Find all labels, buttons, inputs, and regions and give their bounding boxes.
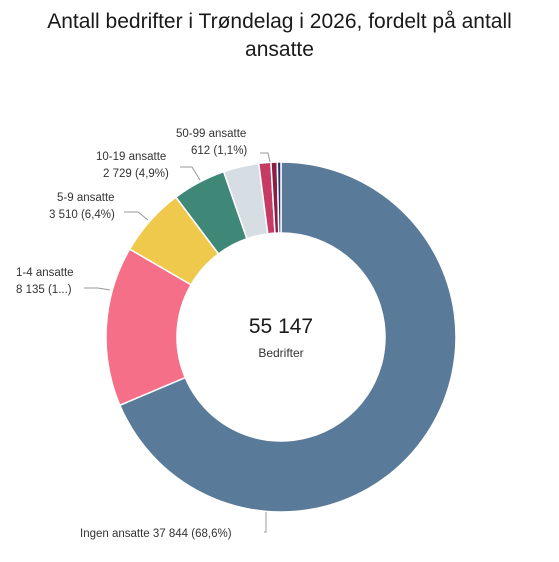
leader-line-10-19 xyxy=(180,166,201,181)
label-50-99-name: 50-99 ansatte xyxy=(176,128,246,140)
leader-line-5-9 xyxy=(124,211,149,221)
label-50-99-value: 612 (1,1%) xyxy=(191,145,247,157)
label-10-19-value: 2 729 (4,9%) xyxy=(103,168,169,180)
slice-250-ansatte[interactable] xyxy=(276,161,282,234)
slice-ingen-ansatte[interactable] xyxy=(118,161,457,513)
label-5-9-value: 3 510 (6,4%) xyxy=(49,209,115,221)
chart-title: Antall bedrifter i Trøndelag i 2026, for… xyxy=(0,8,559,64)
leader-line-ingen xyxy=(264,512,267,533)
leader-lines xyxy=(84,152,271,533)
label-10-19-name: 10-19 ansatte xyxy=(96,151,166,163)
chart-title-line-1: Antall bedrifter i Trøndelag i 2026, for… xyxy=(47,10,512,33)
chart-title-line-2: ansatte xyxy=(245,38,314,61)
center-total-value: 55 147 xyxy=(249,315,313,338)
center-total-label: Bedrifter xyxy=(258,346,303,360)
label-1-4-name: 1-4 ansatte xyxy=(16,267,74,279)
leader-line-50-99 xyxy=(260,152,271,163)
label-1-4-value: 8 135 (1...) xyxy=(16,284,72,296)
label-5-9-name: 5-9 ansatte xyxy=(57,192,115,204)
leader-line-1-4 xyxy=(84,287,111,291)
donut-slices xyxy=(105,161,457,513)
label-ingen-ansatte: Ingen ansatte 37 844 (68,6%) xyxy=(80,528,232,540)
